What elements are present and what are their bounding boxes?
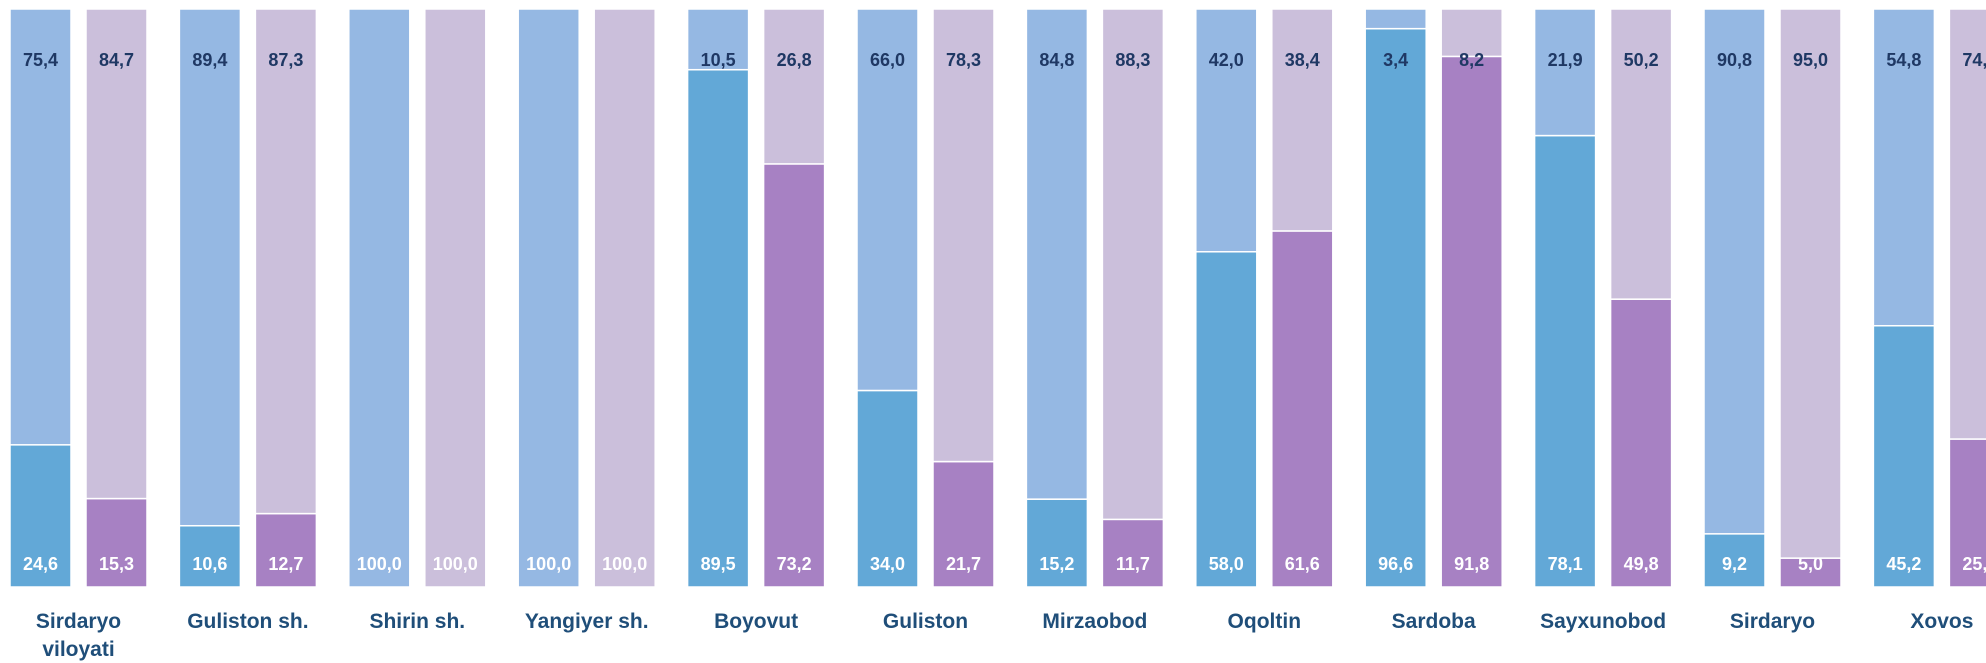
value-label: 15,2 [1039, 554, 1074, 574]
category-label: Shirin sh. [369, 610, 466, 633]
bar-segment [1609, 298, 1673, 588]
value-label: 21,7 [946, 554, 981, 574]
bar-segment [1779, 8, 1842, 559]
bar-segment [9, 8, 72, 446]
bar-segment [1364, 8, 1427, 30]
bar-segment [1872, 8, 1936, 327]
bar-segment [85, 8, 148, 500]
bar-segment [1533, 8, 1597, 137]
category-label: Boyovut [714, 610, 799, 633]
category-label: Guliston sh. [187, 610, 309, 633]
value-label: 96,6 [1378, 554, 1413, 574]
value-label: 73,2 [777, 554, 812, 574]
bar-segment [1025, 498, 1089, 588]
bar-segment [1703, 8, 1766, 535]
category-label: Yangiyer sh. [524, 610, 649, 633]
value-label: 61,6 [1285, 554, 1320, 574]
bar-segment [1101, 8, 1165, 521]
value-label: 84,8 [1039, 50, 1074, 70]
value-label: 75,4 [23, 50, 58, 70]
bar-segment [254, 512, 318, 588]
value-label: 21,9 [1548, 50, 1583, 70]
category-label: Sardoba [1391, 610, 1476, 633]
bar-segment [762, 163, 826, 588]
value-label: 42,0 [1209, 50, 1244, 70]
bar-segment [1533, 134, 1597, 588]
value-label: 12,7 [268, 554, 303, 574]
value-label: 100,0 [357, 554, 402, 574]
bar-segment [856, 8, 919, 392]
value-label: 88,3 [1115, 50, 1150, 70]
bar-segment [424, 8, 487, 588]
value-label: 58,0 [1209, 554, 1244, 574]
bar-segment [85, 497, 148, 588]
value-label: 38,4 [1285, 50, 1320, 70]
bar-segment [254, 8, 318, 515]
value-label: 91,8 [1454, 554, 1489, 574]
value-label: 90,8 [1717, 50, 1752, 70]
value-label: 26,8 [777, 50, 812, 70]
value-label: 25,6 [1962, 554, 1986, 574]
value-label: 49,8 [1624, 554, 1659, 574]
bar-segment [762, 8, 826, 165]
value-label: 11,7 [1116, 554, 1150, 574]
value-label: 24,6 [23, 554, 58, 574]
bar-segment [1440, 8, 1503, 58]
value-label: 3,4 [1383, 50, 1408, 70]
bar-segment [1025, 8, 1089, 500]
bar-segment [593, 8, 656, 588]
value-label: 15,3 [99, 554, 134, 574]
bar-segment [1271, 230, 1334, 588]
value-label: 95,0 [1793, 50, 1828, 70]
value-label: 78,1 [1548, 554, 1583, 574]
value-label: 78,3 [946, 50, 981, 70]
value-label: 34,0 [870, 554, 905, 574]
value-label: 50,2 [1624, 50, 1659, 70]
bar-segment [686, 8, 750, 71]
value-label: 10,5 [701, 50, 736, 70]
value-label: 89,4 [192, 50, 227, 70]
bar-segment [856, 389, 919, 588]
bar-segment [517, 8, 580, 588]
value-label: 74,4 [1962, 50, 1986, 70]
bar-segment [9, 444, 72, 588]
value-label: 87,3 [268, 50, 303, 70]
category-label: Oqoltin [1227, 610, 1302, 633]
bar-segment [1271, 8, 1334, 232]
category-label: Mirzaobod [1042, 610, 1148, 633]
value-label: 54,8 [1886, 50, 1921, 70]
bar-segment [1609, 8, 1673, 300]
category-label: Guliston [882, 610, 969, 633]
bar-segment [1440, 55, 1503, 588]
bar-segment [1195, 8, 1258, 253]
value-label: 9,2 [1722, 554, 1747, 574]
category-label: Xovos [1910, 610, 1974, 633]
bar-segment [1948, 8, 1986, 440]
bar-segment [932, 8, 995, 463]
category-label: Sirdaryo [1729, 610, 1816, 633]
bar-segment [1872, 324, 1936, 588]
bar-segment [1703, 533, 1766, 588]
value-label: 89,5 [701, 554, 736, 574]
value-label: 66,0 [870, 50, 905, 70]
bar-segment [178, 8, 242, 527]
bar-segment [686, 68, 750, 588]
category-label: Sayxunobod [1540, 610, 1667, 633]
value-label: 84,7 [99, 50, 134, 70]
value-label: 45,2 [1886, 554, 1921, 574]
value-label: 100,0 [526, 554, 571, 574]
category-label: Sirdaryo viloyati [35, 610, 122, 661]
bar-segment [1195, 251, 1258, 588]
bar-segment [1364, 27, 1427, 588]
value-label: 100,0 [433, 554, 478, 574]
bar-segment [348, 8, 411, 588]
value-label: 100,0 [602, 554, 647, 574]
value-label: 8,2 [1459, 50, 1484, 70]
value-label: 10,6 [192, 554, 227, 574]
